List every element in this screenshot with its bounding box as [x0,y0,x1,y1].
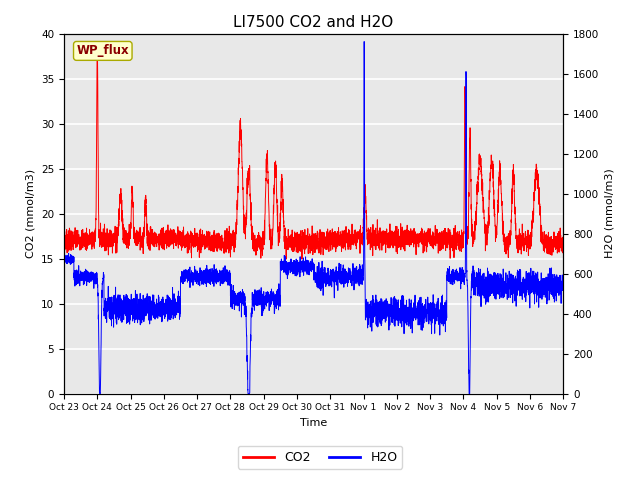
Y-axis label: H2O (mmol/m3): H2O (mmol/m3) [605,169,615,258]
Legend: CO2, H2O: CO2, H2O [237,446,403,469]
Title: LI7500 CO2 and H2O: LI7500 CO2 and H2O [234,15,394,30]
Text: WP_flux: WP_flux [77,44,129,58]
X-axis label: Time: Time [300,418,327,428]
Y-axis label: CO2 (mmol/m3): CO2 (mmol/m3) [26,169,35,258]
